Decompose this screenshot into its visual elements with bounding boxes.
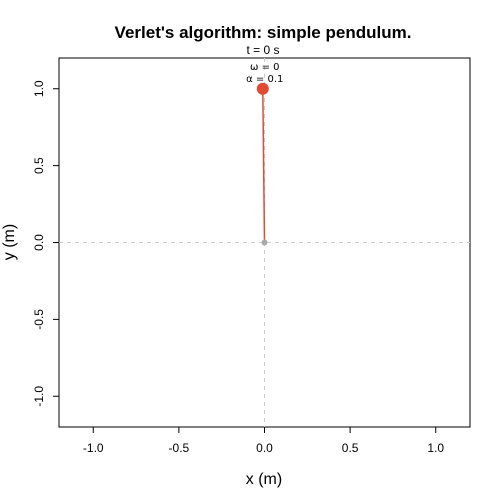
pendulum [257,83,269,246]
x-axis: -1.0 -0.5 0.0 0.5 1.0 [83,427,445,455]
annotations: ω = 0α = 0.1 [246,62,283,85]
time-label: t = 0 s [246,43,279,57]
chart-title: Verlet's algorithm: simple pendulum. [115,23,412,42]
x-tick-label: 1.0 [427,441,444,455]
pendulum-rod [263,89,265,243]
angular-velocity-label: ω = 0 [250,62,279,73]
x-tick-label: -0.5 [169,441,190,455]
y-tick-label: -1.0 [32,386,46,407]
x-axis-label: x (m) [246,471,282,488]
x-tick-label: 0.0 [256,441,273,455]
y-tick-label: 0.0 [32,234,46,251]
x-tick-label: -1.0 [83,441,104,455]
y-axis: -1.0 -0.5 0.0 0.5 1.0 [32,80,59,407]
y-axis-label: y (m) [1,224,18,260]
angle-label: α = 0.1 [246,74,283,85]
y-tick-label: -0.5 [32,309,46,330]
y-tick-label: 1.0 [32,80,46,97]
y-tick-label: 0.5 [32,157,46,174]
x-tick-label: 0.5 [342,441,359,455]
pivot-point [262,240,268,246]
